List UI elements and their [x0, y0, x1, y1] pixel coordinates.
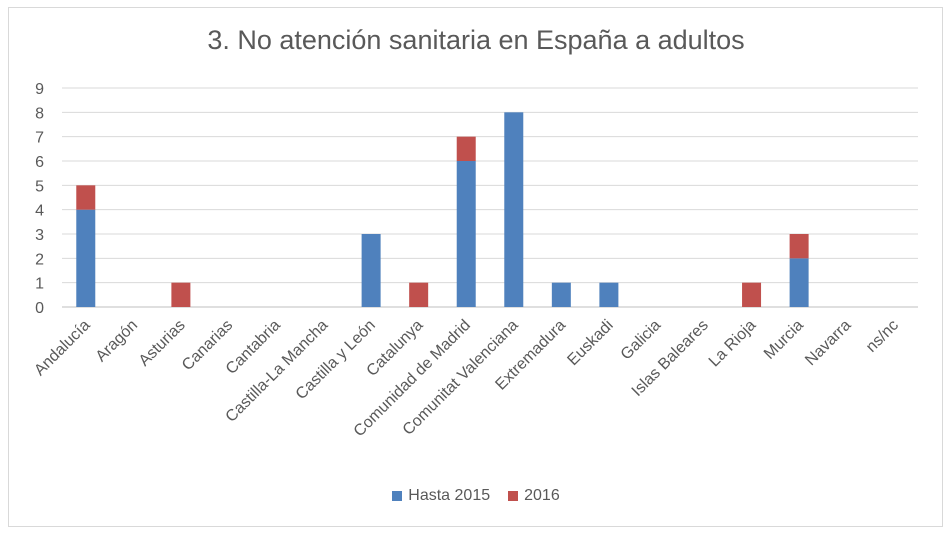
x-tick-label: Andalucía: [31, 317, 93, 379]
bar-hasta-2015: [76, 209, 96, 307]
y-tick-label: 3: [35, 227, 44, 244]
bar-hasta-2015: [456, 161, 476, 307]
x-tick-label: Galicia: [618, 317, 665, 364]
y-tick-label: 2: [35, 251, 44, 268]
bar-hasta-2015: [551, 282, 571, 307]
bar-hasta-2015: [361, 234, 381, 307]
y-tick-label: 9: [35, 81, 44, 98]
bar-2016: [789, 234, 809, 259]
y-tick-label: 1: [35, 276, 44, 293]
legend-item-2016: 2016: [508, 487, 560, 505]
bar-2016: [171, 282, 191, 307]
legend-swatch-hasta-2015: [392, 491, 403, 501]
legend: Hasta 2015 2016: [0, 487, 952, 505]
bars: [76, 112, 809, 307]
x-tick-label: Euskadi: [564, 317, 616, 369]
legend-label-2016: 2016: [524, 487, 560, 504]
x-tick-label: ns/nc: [863, 317, 902, 356]
legend-item-hasta-2015: Hasta 2015: [392, 487, 490, 505]
x-tick-label: La Rioja: [706, 317, 760, 371]
y-tick-label: 0: [35, 300, 44, 317]
gridlines: [62, 87, 918, 308]
bar-2016: [76, 185, 96, 210]
bar-2016: [456, 136, 476, 161]
y-tick-label: 5: [35, 178, 44, 195]
bar-hasta-2015: [789, 258, 809, 307]
x-tick-label: Navarra: [802, 317, 854, 369]
bar-2016: [409, 282, 429, 307]
x-tick-label: Aragón: [93, 317, 142, 366]
chart-title: 3. No atención sanitaria en España a adu…: [207, 25, 745, 55]
bar-hasta-2015: [504, 112, 524, 307]
x-axis-ticks: Andalucía AragónAsturiasCanariasCantabria…: [31, 317, 902, 440]
bar-hasta-2015: [599, 282, 619, 307]
x-tick-label: Murcia: [761, 317, 807, 363]
y-axis-ticks: 0 1 2 3 4 5 6 7 8 9: [35, 81, 44, 317]
legend-label-hasta-2015: Hasta 2015: [408, 487, 491, 504]
y-tick-label: 8: [35, 105, 44, 122]
y-tick-label: 6: [35, 154, 44, 171]
y-tick-label: 7: [35, 130, 44, 147]
y-tick-label: 4: [35, 203, 44, 220]
legend-swatch-2016: [508, 491, 519, 501]
bar-2016: [742, 282, 762, 307]
